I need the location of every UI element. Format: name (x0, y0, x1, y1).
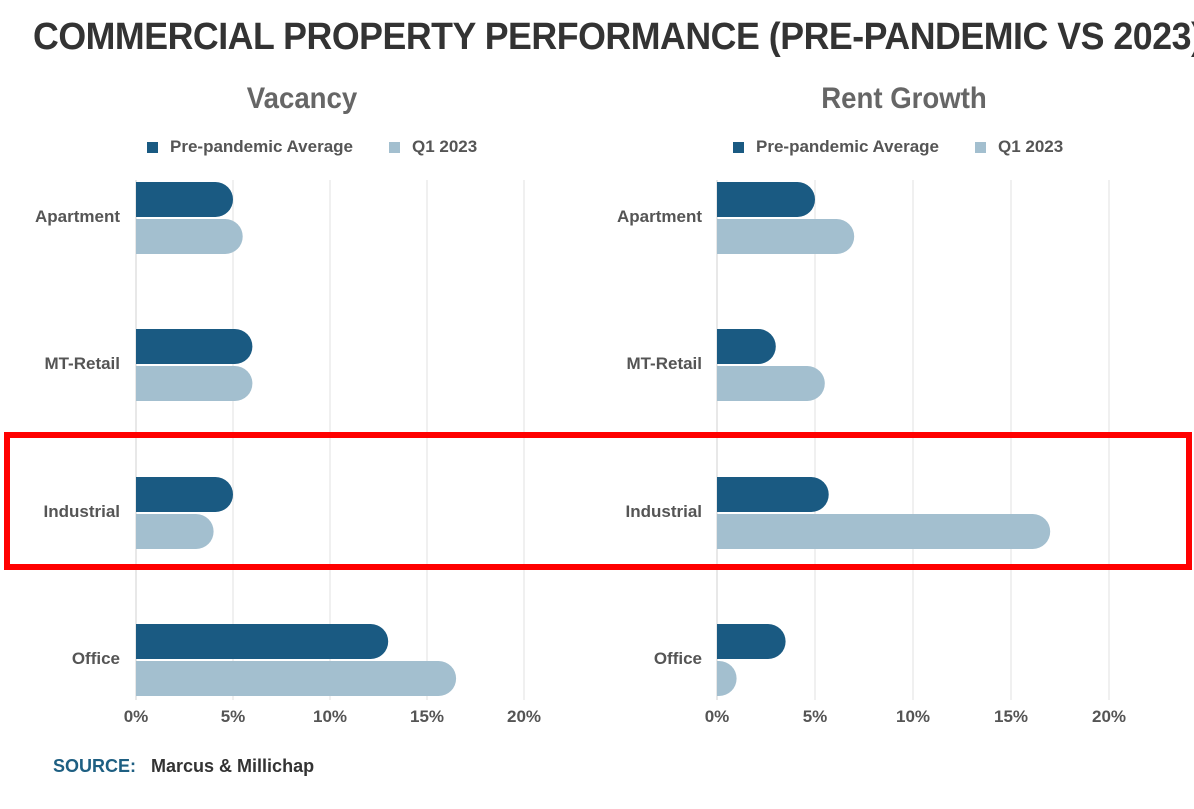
source-note: SOURCE: Marcus & Millichap (53, 756, 314, 777)
bar-office-series-1 (717, 624, 786, 659)
bar-apartment-series-2 (136, 219, 243, 254)
bar-apartment-series-1 (717, 182, 815, 217)
bar-office-series-2 (717, 661, 737, 696)
category-label: Industrial (43, 502, 120, 521)
legend-label-pre-pandemic: Pre-pandemic Average (756, 137, 939, 156)
rent-growth-legend: Pre-pandemic Average Q1 2023 (733, 137, 1099, 157)
bar-industrial-series-2 (717, 514, 1051, 549)
legend-item-pre-pandemic: Pre-pandemic Average (147, 137, 353, 157)
category-label: Office (72, 649, 120, 668)
category-label: Apartment (35, 207, 120, 226)
legend-item-pre-pandemic: Pre-pandemic Average (733, 137, 939, 157)
bar-industrial-series-1 (136, 477, 234, 512)
x-tick-label: 20% (507, 707, 541, 726)
x-tick-label: 5% (221, 707, 246, 726)
vacancy-legend: Pre-pandemic Average Q1 2023 (147, 137, 513, 157)
legend-item-q1-2023: Q1 2023 (388, 137, 478, 157)
bar-industrial-series-1 (717, 477, 829, 512)
x-tick-label: 20% (1092, 707, 1126, 726)
legend-swatch-q1-2023 (974, 141, 986, 153)
category-label: MT-Retail (44, 354, 120, 373)
legend-item-q1-2023: Q1 2023 (974, 137, 1064, 157)
bar-industrial-series-2 (136, 514, 214, 549)
rent-growth-chart: 0% 5% 10% 15% 20% Apartment MT-Retail Industria… (617, 180, 1126, 726)
legend-label-q1-2023: Q1 2023 (997, 137, 1064, 156)
bar-apartment-series-1 (136, 182, 234, 217)
source-value: Marcus & Millichap (151, 756, 315, 776)
legend-label-pre-pandemic: Pre-pandemic Average (170, 137, 353, 156)
category-label: Office (654, 649, 702, 668)
vacancy-chart-title: Vacancy (246, 82, 358, 115)
source-label: SOURCE: (53, 756, 137, 776)
bar-mt-retail-series-1 (717, 329, 776, 364)
industrial-highlight-box (4, 432, 1192, 570)
x-tick-label: 0% (705, 707, 730, 726)
x-tick-label: 0% (124, 707, 149, 726)
category-label: Industrial (625, 502, 702, 521)
vacancy-chart: 0% 5% 10% 15% 20% Apartment MT-Retail Industria… (35, 180, 541, 726)
x-tick-label: 15% (994, 707, 1028, 726)
bar-office-series-1 (136, 624, 389, 659)
category-label: Apartment (617, 207, 702, 226)
bar-mt-retail-series-2 (136, 366, 253, 401)
bar-mt-retail-series-2 (717, 366, 825, 401)
rent-growth-chart-title: Rent Growth (821, 82, 987, 115)
legend-swatch-q1-2023 (388, 141, 400, 153)
x-tick-label: 15% (410, 707, 444, 726)
x-tick-label: 5% (803, 707, 828, 726)
bar-mt-retail-series-1 (136, 329, 253, 364)
x-tick-label: 10% (313, 707, 347, 726)
bar-office-series-2 (136, 661, 457, 696)
legend-label-q1-2023: Q1 2023 (411, 137, 478, 156)
x-tick-label: 10% (896, 707, 930, 726)
legend-swatch-pre-pandemic (147, 141, 158, 153)
page-title: COMMERCIAL PROPERTY PERFORMANCE (PRE-PAN… (33, 16, 1194, 58)
legend-swatch-pre-pandemic (733, 141, 744, 153)
bar-apartment-series-2 (717, 219, 855, 254)
category-label: MT-Retail (626, 354, 702, 373)
